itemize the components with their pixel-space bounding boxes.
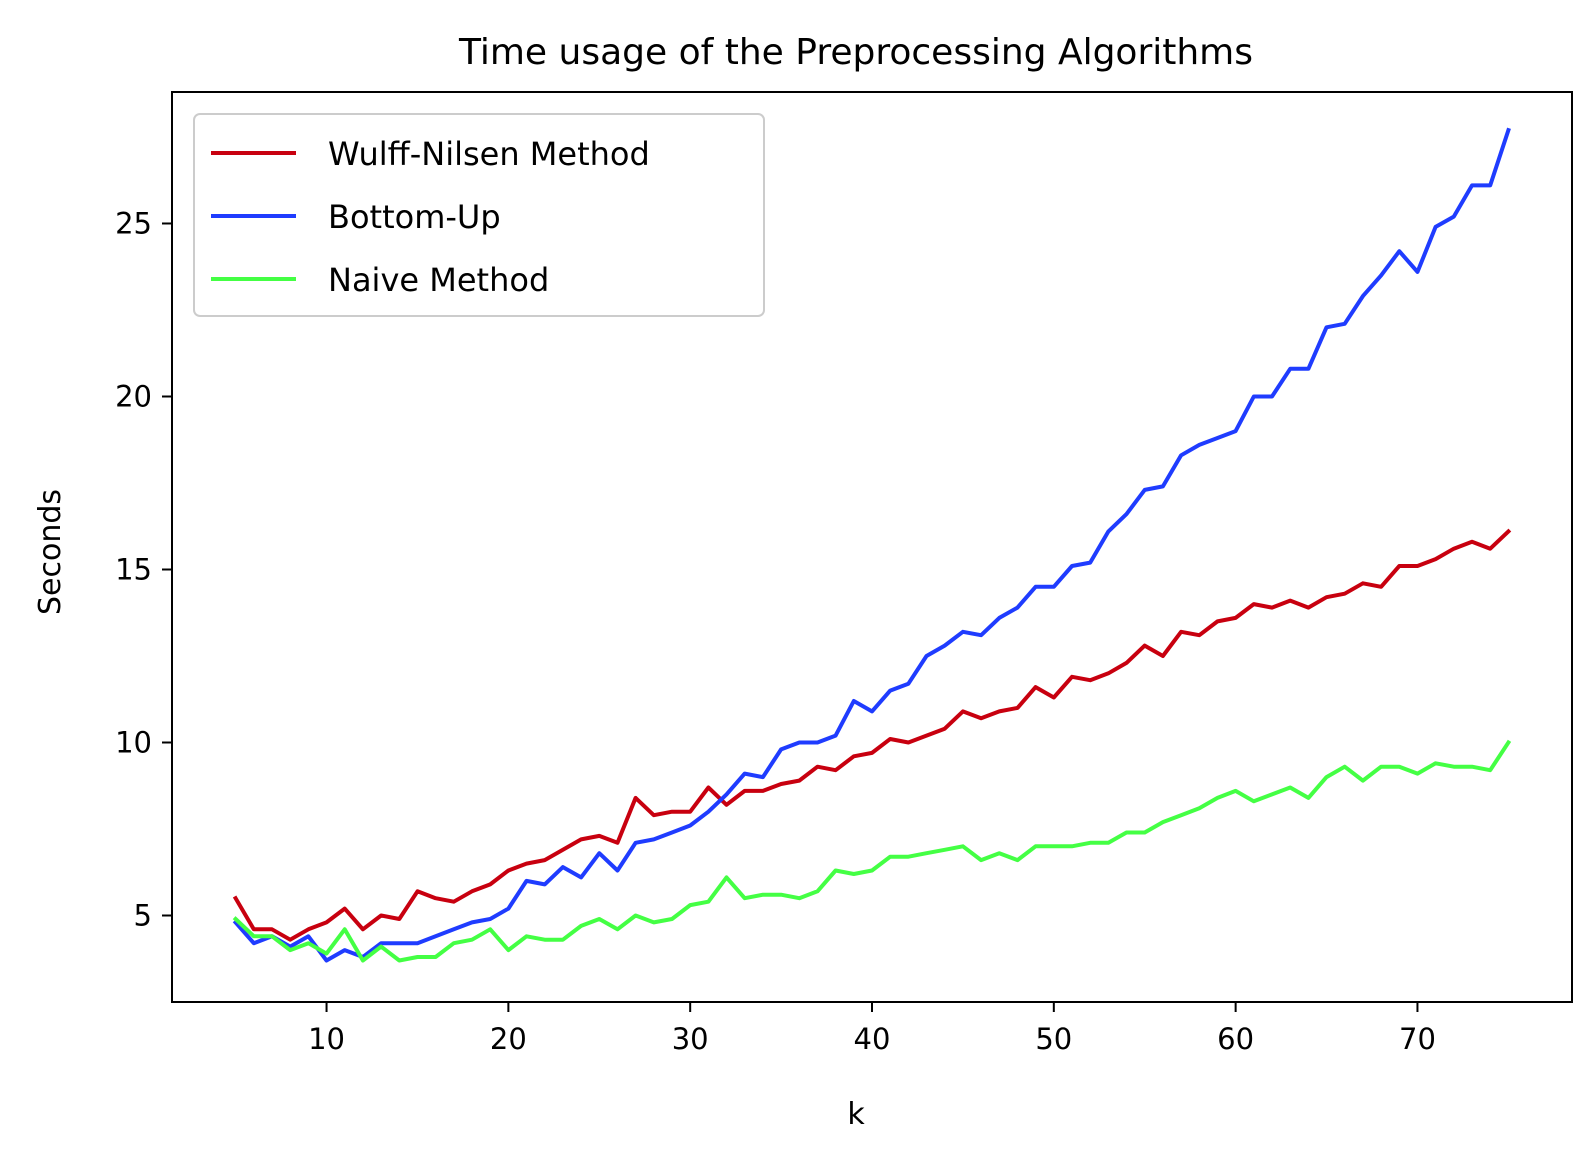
legend-label-2: Bottom-Up <box>328 198 501 236</box>
x-tick-label: 40 <box>854 1022 891 1056</box>
x-tick-label: 20 <box>490 1022 527 1056</box>
x-tick-label: 60 <box>1217 1022 1254 1056</box>
x-tick-label: 30 <box>672 1022 709 1056</box>
y-tick-label: 10 <box>115 725 152 759</box>
legend-label-3: Naive Method <box>328 261 549 299</box>
x-axis-label: k <box>847 1097 865 1132</box>
series-line-3 <box>232 739 1512 963</box>
y-axis: 5 10 15 20 25 <box>115 206 172 932</box>
y-axis-label: Seconds <box>33 489 68 615</box>
y-tick-label: 5 <box>134 898 152 932</box>
x-tick-label: 70 <box>1399 1022 1436 1056</box>
x-axis: 10 20 30 40 50 60 70 <box>308 1002 1436 1056</box>
x-tick-label: 10 <box>308 1022 345 1056</box>
legend: Wulff-Nilsen Method Bottom-Up Naive Method <box>193 113 765 317</box>
series-line-2 <box>232 127 1511 963</box>
legend-label-1: Wulff-Nilsen Method <box>328 135 650 173</box>
series-line-1 <box>232 528 1512 942</box>
y-tick-label: 25 <box>115 206 152 240</box>
y-tick-label: 15 <box>115 552 152 586</box>
series-layer <box>232 127 1512 963</box>
legend-box <box>193 113 765 317</box>
y-tick-label: 20 <box>115 379 152 413</box>
chart-title: Time usage of the Preprocessing Algorith… <box>458 32 1253 73</box>
x-tick-label: 50 <box>1035 1022 1072 1056</box>
